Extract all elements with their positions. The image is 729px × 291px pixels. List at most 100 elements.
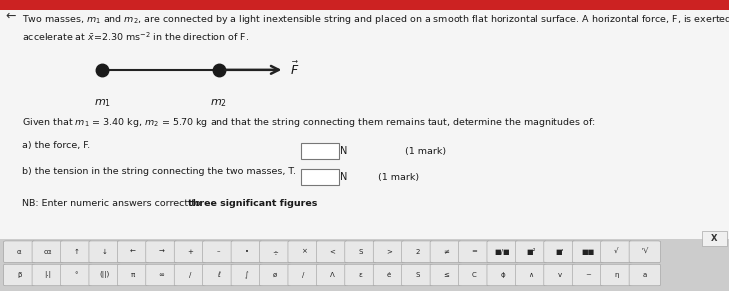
Text: $m_1$: $m_1$	[93, 97, 111, 109]
Text: /: /	[189, 272, 191, 278]
Text: ∧: ∧	[529, 272, 534, 278]
FancyBboxPatch shape	[301, 169, 339, 185]
Text: ⁿ√: ⁿ√	[642, 249, 648, 255]
FancyBboxPatch shape	[301, 143, 339, 159]
FancyBboxPatch shape	[146, 264, 177, 286]
Text: NB: Enter numeric answers correct to: NB: Enter numeric answers correct to	[22, 199, 203, 208]
FancyBboxPatch shape	[288, 264, 319, 286]
Text: ≠: ≠	[443, 249, 449, 255]
Text: +: +	[187, 249, 193, 255]
Text: X: X	[712, 235, 717, 243]
FancyBboxPatch shape	[316, 241, 348, 262]
FancyBboxPatch shape	[32, 241, 63, 262]
Text: ←: ←	[6, 10, 16, 22]
FancyBboxPatch shape	[572, 241, 604, 262]
FancyBboxPatch shape	[117, 241, 149, 262]
Text: Two masses, $m_1$ and $m_2$, are connected by a light inextensible string and pl: Two masses, $m_1$ and $m_2$, are connect…	[22, 13, 729, 26]
Text: ×: ×	[300, 249, 307, 255]
Text: ø: ø	[273, 272, 277, 278]
Text: ↑: ↑	[73, 249, 79, 255]
Text: cα: cα	[44, 249, 52, 255]
Text: ∫: ∫	[245, 271, 249, 279]
FancyBboxPatch shape	[345, 264, 376, 286]
FancyBboxPatch shape	[373, 241, 405, 262]
FancyBboxPatch shape	[544, 241, 575, 262]
Text: °: °	[74, 272, 78, 278]
FancyBboxPatch shape	[231, 264, 262, 286]
Text: ≤: ≤	[443, 272, 449, 278]
FancyBboxPatch shape	[373, 264, 405, 286]
FancyBboxPatch shape	[260, 264, 291, 286]
FancyBboxPatch shape	[260, 241, 291, 262]
FancyBboxPatch shape	[231, 241, 262, 262]
Text: >: >	[386, 249, 392, 255]
FancyBboxPatch shape	[0, 0, 729, 242]
Text: =: =	[471, 249, 477, 255]
FancyBboxPatch shape	[203, 241, 234, 262]
Text: /: /	[303, 272, 305, 278]
Text: →: →	[158, 249, 165, 255]
FancyBboxPatch shape	[174, 241, 206, 262]
FancyBboxPatch shape	[430, 241, 461, 262]
Text: b) the tension in the string connecting the two masses, T.: b) the tension in the string connecting …	[22, 167, 296, 176]
Text: –: –	[217, 249, 220, 255]
Text: N: N	[340, 172, 348, 182]
Text: ε: ε	[359, 272, 362, 278]
FancyBboxPatch shape	[4, 241, 35, 262]
FancyBboxPatch shape	[430, 264, 461, 286]
Text: π: π	[131, 272, 135, 278]
FancyBboxPatch shape	[0, 239, 729, 291]
Text: ~: ~	[585, 272, 591, 278]
FancyBboxPatch shape	[174, 264, 206, 286]
Text: (||): (||)	[99, 272, 110, 278]
Text: $m_2$: $m_2$	[210, 97, 227, 109]
Text: √: √	[614, 249, 619, 255]
FancyBboxPatch shape	[89, 241, 120, 262]
Text: C: C	[472, 272, 477, 278]
Text: N: N	[340, 146, 348, 156]
Text: η: η	[614, 272, 619, 278]
Text: β: β	[17, 272, 22, 278]
FancyBboxPatch shape	[316, 264, 348, 286]
FancyBboxPatch shape	[601, 264, 632, 286]
FancyBboxPatch shape	[146, 241, 177, 262]
FancyBboxPatch shape	[572, 264, 604, 286]
FancyBboxPatch shape	[629, 241, 660, 262]
FancyBboxPatch shape	[117, 264, 149, 286]
FancyBboxPatch shape	[459, 264, 490, 286]
FancyBboxPatch shape	[288, 241, 319, 262]
Text: 2: 2	[415, 249, 420, 255]
Text: (1 mark): (1 mark)	[378, 173, 418, 182]
FancyBboxPatch shape	[702, 231, 727, 246]
Text: $\vec{F}$: $\vec{F}$	[290, 61, 300, 79]
FancyBboxPatch shape	[61, 264, 92, 286]
FancyBboxPatch shape	[32, 264, 63, 286]
Text: ÷: ÷	[272, 249, 278, 255]
FancyBboxPatch shape	[61, 241, 92, 262]
Text: ℓ: ℓ	[217, 272, 219, 278]
Text: ■²: ■²	[526, 248, 536, 255]
Text: .: .	[296, 199, 299, 208]
Text: |.|: |.|	[44, 272, 51, 278]
Text: ■■: ■■	[581, 249, 595, 255]
FancyBboxPatch shape	[629, 264, 660, 286]
Text: ∞: ∞	[158, 272, 165, 278]
FancyBboxPatch shape	[544, 264, 575, 286]
FancyBboxPatch shape	[0, 0, 729, 10]
Text: (1 mark): (1 mark)	[405, 147, 445, 155]
Text: v: v	[558, 272, 561, 278]
Text: S: S	[415, 272, 420, 278]
Text: <: <	[329, 249, 335, 255]
Text: ■/■: ■/■	[495, 249, 510, 255]
Text: a) the force, F.: a) the force, F.	[22, 141, 90, 150]
FancyBboxPatch shape	[515, 241, 547, 262]
Text: ϕ: ϕ	[500, 272, 505, 278]
Text: •: •	[245, 249, 249, 255]
Text: ■': ■'	[555, 249, 564, 255]
FancyBboxPatch shape	[345, 241, 376, 262]
FancyBboxPatch shape	[4, 264, 35, 286]
FancyBboxPatch shape	[402, 241, 433, 262]
FancyBboxPatch shape	[515, 264, 547, 286]
FancyBboxPatch shape	[459, 241, 490, 262]
Text: α: α	[17, 249, 22, 255]
